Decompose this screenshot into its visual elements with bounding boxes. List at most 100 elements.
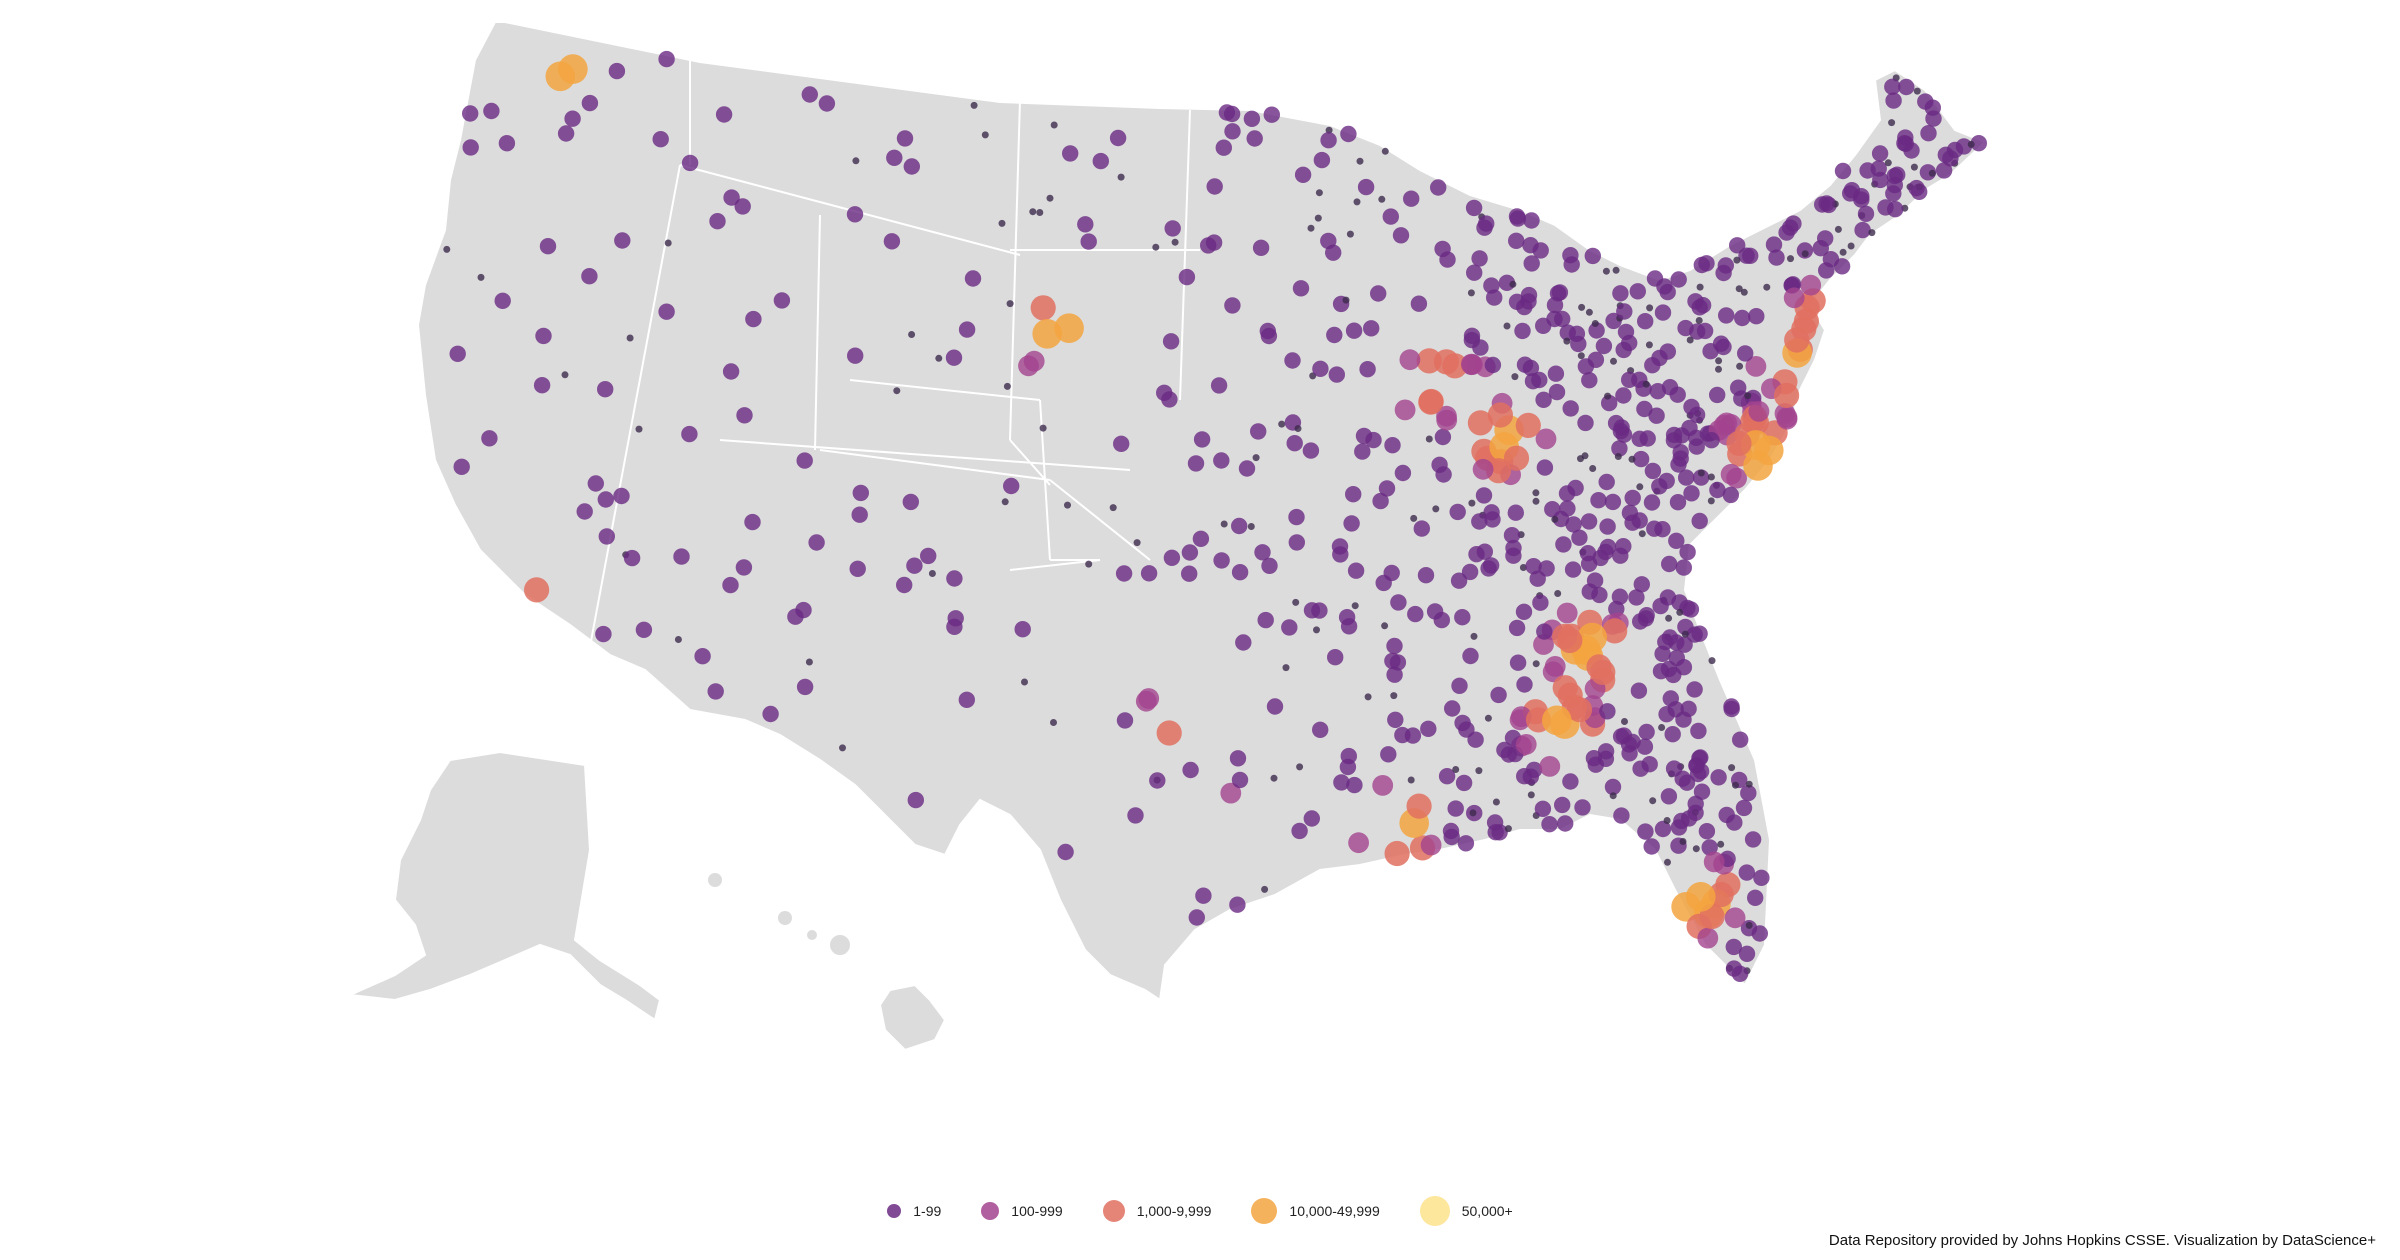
case-point: [1665, 760, 1683, 777]
case-point: [1740, 288, 1748, 296]
case-point: [1967, 140, 1975, 148]
case-point: [1691, 625, 1708, 642]
case-point: [1642, 380, 1650, 388]
case-point: [1386, 637, 1403, 655]
case-point: [1346, 230, 1354, 238]
case-point: [1636, 483, 1644, 491]
legend-item: 1,000-9,999: [1102, 1200, 1211, 1222]
case-point: [1286, 435, 1303, 452]
case-point: [1577, 352, 1585, 360]
case-point: [1638, 723, 1655, 741]
case-point: [1546, 310, 1563, 328]
case-point: [1888, 119, 1896, 127]
case-point: [1574, 799, 1591, 816]
case-point: [1246, 130, 1263, 147]
case-point: [1970, 135, 1988, 152]
case-point: [483, 102, 500, 120]
case-point: [1683, 485, 1700, 502]
case-point: [1178, 268, 1196, 286]
case-point: [1725, 960, 1743, 977]
case-point: [1580, 513, 1598, 530]
case-point: [1745, 780, 1753, 788]
case-point: [1715, 365, 1722, 373]
case-point: [1403, 190, 1420, 207]
case-point: [1259, 322, 1277, 340]
case-point: [1472, 458, 1494, 480]
case-point: [1709, 386, 1726, 404]
case-point: [1696, 283, 1704, 291]
case-point: [1632, 450, 1650, 468]
case-point: [736, 407, 753, 424]
case-point: [1313, 151, 1331, 169]
case-point: [1664, 858, 1671, 866]
case-point: [1735, 799, 1753, 817]
case-point: [1029, 208, 1037, 216]
case-point: [1636, 738, 1654, 755]
case-point: [902, 493, 919, 511]
case-point: [1077, 216, 1094, 233]
case-point: [1669, 494, 1687, 511]
case-point: [1036, 209, 1044, 216]
case-point: [1551, 515, 1559, 523]
case-point: [481, 430, 498, 447]
case-point: [1595, 337, 1613, 355]
case-point: [1182, 761, 1199, 779]
legend-swatch: [1419, 1196, 1450, 1226]
case-point: [1434, 428, 1452, 446]
case-point: [1868, 229, 1876, 237]
case-point: [1390, 692, 1398, 700]
case-point: [1535, 428, 1557, 450]
case-point: [1644, 462, 1662, 480]
case-point: [1703, 851, 1725, 873]
case-point: [945, 349, 963, 366]
case-point: [1085, 560, 1093, 568]
case-point: [1378, 195, 1386, 203]
case-point: [1345, 322, 1363, 339]
case-point: [1522, 359, 1540, 377]
case-point: [1363, 320, 1380, 337]
case-point: [1884, 78, 1901, 96]
case-point: [1006, 300, 1014, 308]
case-point: [1641, 756, 1658, 773]
case-point: [1468, 499, 1476, 507]
case-point: [1532, 594, 1549, 611]
case-point: [581, 94, 599, 112]
case-point: [1670, 271, 1687, 288]
case-point: [1454, 714, 1471, 732]
case-point: [920, 547, 937, 565]
case-point: [1612, 266, 1620, 274]
case-point: [787, 608, 804, 625]
case-point: [1303, 810, 1321, 827]
case-point: [1381, 147, 1389, 155]
case-point: [1638, 607, 1655, 624]
case-point: [1745, 921, 1753, 929]
case-point: [1188, 909, 1206, 926]
case-point: [1372, 492, 1389, 510]
case-point: [1313, 626, 1320, 634]
case-point: [1801, 250, 1809, 258]
case-point: [1723, 698, 1740, 715]
case-point: [1032, 319, 1062, 349]
case-point: [1566, 697, 1593, 723]
case-point: [896, 130, 914, 147]
case-point: [1292, 598, 1300, 606]
case-point: [1720, 463, 1742, 485]
case-point: [1463, 327, 1481, 344]
case-point: [1384, 437, 1401, 454]
case-point: [1707, 497, 1715, 505]
case-point: [1436, 405, 1457, 427]
case-point: [524, 577, 550, 603]
case-point: [652, 131, 669, 148]
case-point: [1660, 788, 1678, 805]
case-point: [453, 458, 470, 475]
case-point: [964, 270, 982, 287]
case-point: [1224, 123, 1241, 140]
case-point: [1708, 657, 1716, 665]
case-point: [1562, 247, 1579, 264]
case-point: [1113, 435, 1130, 452]
case-point: [1877, 199, 1894, 216]
case-point: [1679, 838, 1687, 845]
case-point: [1643, 494, 1661, 511]
case-point: [1633, 576, 1651, 593]
